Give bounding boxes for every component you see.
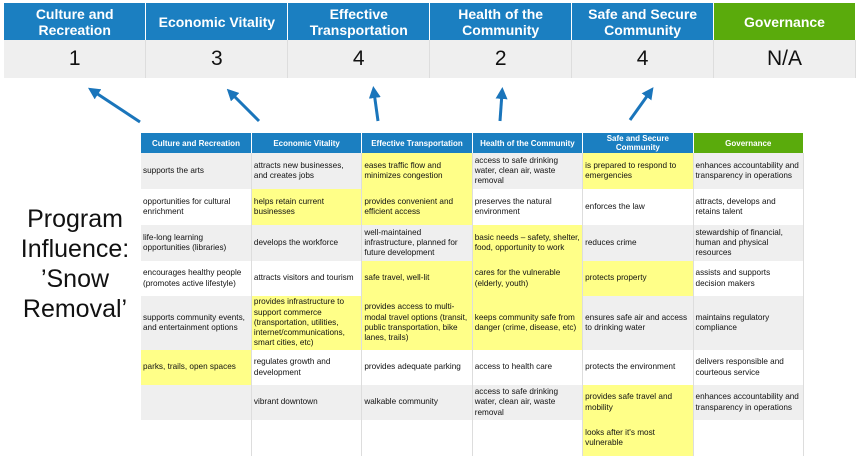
criteria-cell	[472, 420, 584, 456]
label-line: Program	[27, 205, 123, 233]
criteria-cell: well-maintained infrastructure, planned …	[361, 225, 473, 261]
summary-header: Governance	[713, 3, 856, 40]
table-row: supports community events, and entertain…	[141, 296, 805, 350]
table-row: life-long learning opportunities (librar…	[141, 225, 805, 261]
arrow-icon	[495, 87, 508, 122]
criteria-cell: provides adequate parking	[361, 350, 473, 385]
summary-header: Culture and Recreation	[4, 3, 147, 40]
criteria-cell: ensures safe air and access to drinking …	[582, 296, 694, 350]
criteria-cell: helps retain current businesses	[251, 189, 363, 225]
program-influence-label: Program Influence: ’Snow Removal’	[0, 204, 150, 324]
criteria-cell	[361, 420, 473, 456]
arrow-icon	[87, 87, 141, 124]
criteria-cell: is prepared to respond to emergencies	[582, 153, 694, 189]
criteria-header: Effective Transportation	[361, 133, 473, 153]
label-line: Removal’	[22, 295, 128, 323]
table-row: opportunities for cultural enrichment hel…	[141, 189, 805, 225]
criteria-header: Economic Vitality	[251, 133, 363, 153]
summary-score: 3	[145, 40, 289, 78]
criteria-cell: attracts visitors and tourism	[251, 261, 363, 296]
criteria-header: Culture and Recreation	[141, 133, 252, 153]
criteria-cell: keeps community safe from danger (crime,…	[472, 296, 584, 350]
criteria-cell: provides access to multi-modal travel op…	[361, 296, 473, 350]
criteria-cell: stewardship of financial, human and phys…	[693, 225, 805, 261]
criteria-cell: attracts, develops and retains talent	[693, 189, 805, 225]
criteria-cell: basic needs – safety, shelter, food, opp…	[472, 225, 584, 261]
criteria-cell: cares for the vulnerable (elderly, youth…	[472, 261, 584, 296]
criteria-cell: delivers responsible and courteous servi…	[693, 350, 805, 385]
summary-header: Health of the Community	[429, 3, 573, 40]
table-row: encourages healthy people (promotes acti…	[141, 261, 805, 296]
criteria-cell: encourages healthy people (promotes acti…	[141, 261, 252, 296]
table-row: supports the arts attracts new businesses…	[141, 153, 805, 189]
criteria-cell: provides convenient and efficient access	[361, 189, 473, 225]
table-row: looks after it's most vulnerable	[141, 420, 805, 456]
criteria-cell: walkable community	[361, 385, 473, 420]
criteria-cell: access to safe drinking water, clean air…	[472, 153, 584, 189]
criteria-cell	[693, 420, 805, 456]
summary-header: Safe and Secure Community	[571, 3, 715, 40]
criteria-header: Health of the Community	[472, 133, 584, 153]
table-row: vibrant downtown walkable community access…	[141, 385, 805, 420]
criteria-cell: access to safe drinking water, clean air…	[472, 385, 584, 420]
criteria-cell	[141, 385, 252, 420]
criteria-cell: life-long learning opportunities (librar…	[141, 225, 252, 261]
summary-score: 1	[4, 40, 147, 78]
criteria-cell: access to health care	[472, 350, 584, 385]
criteria-cell: provides safe travel and mobility	[582, 385, 694, 420]
criteria-cell: opportunities for cultural enrichment	[141, 189, 252, 225]
criteria-cell: enhances accountability and transparency…	[693, 385, 805, 420]
label-line: Influence:	[20, 235, 130, 263]
criteria-cell: eases traffic flow and minimizes congest…	[361, 153, 473, 189]
summary-score: 4	[571, 40, 715, 78]
criteria-cell: safe travel, well-lit	[361, 261, 473, 296]
criteria-cell: supports community events, and entertain…	[141, 296, 252, 350]
criteria-cell: protects property	[582, 261, 694, 296]
summary-table: Culture and Recreation Economic Vitality E…	[4, 3, 856, 78]
criteria-table: Culture and Recreation Economic Vitality E…	[141, 133, 805, 456]
summary-score: 4	[287, 40, 431, 78]
criteria-cell: protects the environment	[582, 350, 694, 385]
criteria-cell: reduces crime	[582, 225, 694, 261]
summary-score: N/A	[713, 40, 856, 78]
criteria-header: Governance	[693, 133, 805, 153]
criteria-cell: enhances accountability and transparency…	[693, 153, 805, 189]
summary-header: Economic Vitality	[145, 3, 289, 40]
criteria-cell	[251, 420, 363, 456]
criteria-cell: vibrant downtown	[251, 385, 363, 420]
criteria-cell: assists and supports decision makers	[693, 261, 805, 296]
criteria-cell: looks after it's most vulnerable	[582, 420, 694, 456]
label-line: ’Snow	[40, 265, 110, 293]
criteria-cell: attracts new businesses, and creates job…	[251, 153, 363, 189]
criteria-cell: parks, trails, open spaces	[141, 350, 252, 385]
criteria-cell: maintains regulatory compliance	[693, 296, 805, 350]
criteria-cell: develops the workforce	[251, 225, 363, 261]
table-row: parks, trails, open spaces regulates grow…	[141, 350, 805, 385]
criteria-cell	[141, 420, 252, 456]
arrow-icon	[226, 88, 261, 123]
arrow-icon	[628, 87, 654, 121]
criteria-cell: provides infrastructure to support comme…	[251, 296, 363, 350]
criteria-cell: regulates growth and development	[251, 350, 363, 385]
criteria-cell: preserves the natural environment	[472, 189, 584, 225]
arrows	[87, 86, 654, 124]
summary-score: 2	[429, 40, 573, 78]
criteria-cell: enforces the law	[582, 189, 694, 225]
summary-header: Effective Transportation	[287, 3, 431, 40]
arrow-icon	[368, 86, 381, 122]
criteria-header: Safe and Secure Community	[582, 133, 694, 153]
criteria-cell: supports the arts	[141, 153, 252, 189]
